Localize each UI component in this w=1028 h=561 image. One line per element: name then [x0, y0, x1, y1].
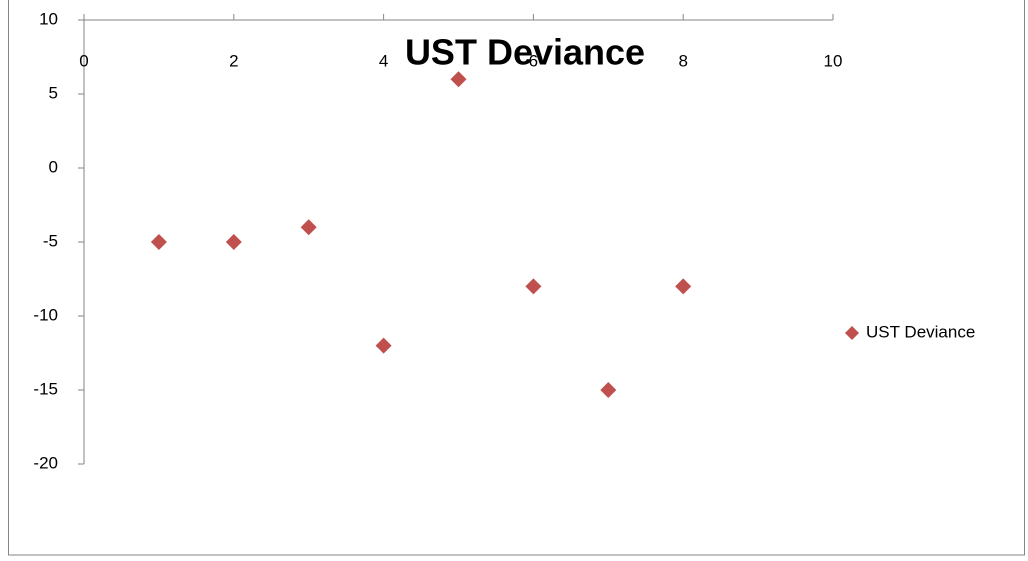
legend-label: UST Deviance [866, 322, 975, 341]
x-tick-label: 2 [229, 51, 238, 70]
x-tick-label: 4 [379, 51, 388, 70]
y-tick-label: -10 [33, 305, 58, 324]
chart-title: UST Deviance [405, 32, 645, 73]
y-tick-label: -20 [33, 453, 58, 472]
point [675, 278, 692, 295]
y-tick-label: -15 [33, 379, 58, 398]
point [300, 219, 317, 236]
x-tick-label: 0 [79, 51, 88, 70]
x-tick-label: 6 [529, 51, 538, 70]
point [525, 278, 542, 295]
x-tick-label: 8 [678, 51, 687, 70]
point [150, 234, 167, 250]
y-tick-label: 10 [39, 9, 58, 28]
point [225, 234, 242, 250]
x-tick-label: 10 [824, 51, 843, 70]
y-tick-label: 0 [49, 157, 58, 176]
legend-marker [845, 326, 859, 340]
point [600, 382, 617, 398]
chart-border [8, 0, 1025, 556]
y-tick-label: -5 [43, 231, 58, 250]
point [375, 337, 392, 354]
point [450, 71, 467, 88]
y-tick-label: 5 [49, 83, 58, 102]
